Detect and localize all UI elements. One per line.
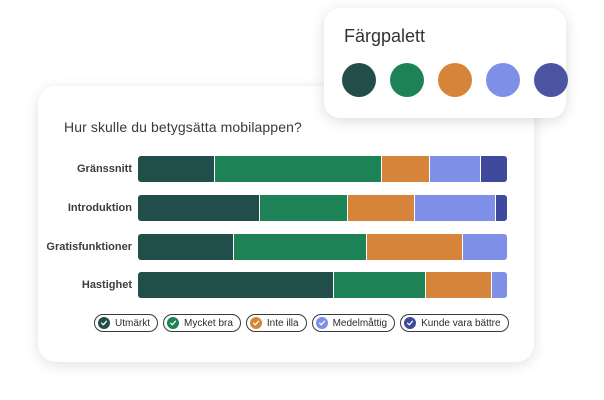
checkmark-icon — [404, 317, 417, 329]
stacked-bar — [138, 234, 507, 260]
bar-segment — [138, 272, 334, 298]
checkmark-icon — [315, 317, 328, 329]
palette-swatches — [342, 63, 568, 97]
bar-segment — [381, 156, 430, 182]
survey-chart-card: Hur skulle du betygsätta mobilappen? Grä… — [38, 86, 534, 362]
bar-segment — [429, 156, 482, 182]
chart-question-title: Hur skulle du betygsätta mobilappen? — [64, 119, 302, 135]
legend-label: Mycket bra — [184, 317, 233, 329]
color-swatch — [438, 63, 472, 97]
bar-segment — [414, 195, 496, 221]
bar-category-label: Hastighet — [81, 279, 132, 291]
color-palette-card: Färgpalett — [324, 8, 568, 118]
bar-segment — [366, 234, 463, 260]
bar-segment — [481, 156, 507, 182]
bar-segment — [425, 272, 493, 298]
chart-legend: Utmärkt Mycket bra Inte illa Medelmåttig Kun… — [94, 314, 509, 332]
legend-label: Kunde vara bättre — [421, 317, 501, 329]
bar-segment — [138, 156, 216, 182]
legend-label: Inte illa — [266, 317, 299, 329]
legend-label: Medelmåttig — [332, 317, 388, 329]
color-swatch — [342, 63, 376, 97]
bar-segment — [259, 195, 349, 221]
stacked-bar — [138, 156, 507, 182]
checkmark-icon — [249, 317, 262, 329]
bar-segment — [462, 234, 507, 260]
bar-category-label: Introduktion — [67, 202, 132, 214]
checkmark-icon — [98, 317, 110, 329]
legend-item: Inte illa — [245, 314, 307, 332]
legend-label: Utmärkt — [115, 317, 150, 329]
stacked-bar — [138, 272, 507, 298]
checkmark-icon — [167, 317, 179, 329]
palette-title: Färgpalett — [344, 26, 426, 46]
bar-segment — [138, 195, 260, 221]
legend-item: Medelmåttig — [311, 314, 396, 332]
stacked-bar — [138, 195, 507, 221]
bar-segment — [492, 272, 507, 298]
bar-segment — [333, 272, 426, 298]
color-swatch — [486, 63, 520, 97]
bar-category-label: Gränssnitt — [76, 163, 132, 175]
bar-segment — [348, 195, 415, 221]
legend-item: Kunde vara bättre — [400, 314, 509, 332]
bar-segment — [215, 156, 382, 182]
color-swatch — [534, 63, 568, 97]
bar-segment — [233, 234, 367, 260]
bar-category-label: Gratisfunktioner — [46, 241, 132, 253]
legend-item: Utmärkt — [94, 314, 158, 332]
legend-item: Mycket bra — [163, 314, 241, 332]
bar-segment — [138, 234, 234, 260]
bar-segment — [495, 195, 507, 221]
color-swatch — [390, 63, 424, 97]
